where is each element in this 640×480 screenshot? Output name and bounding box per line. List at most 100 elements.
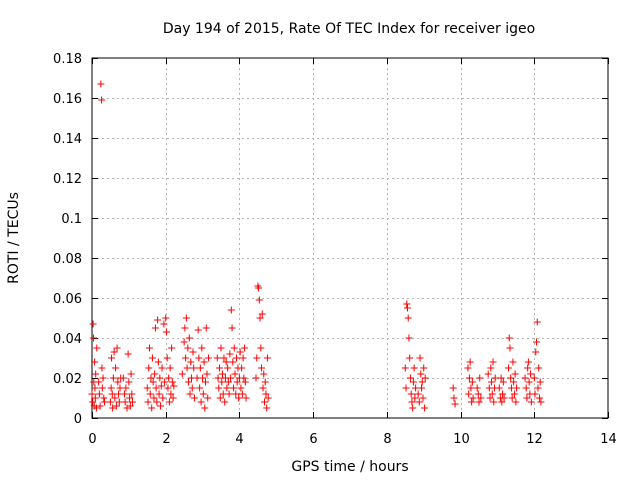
data-point bbox=[491, 374, 499, 382]
data-point bbox=[419, 394, 427, 402]
data-point bbox=[235, 394, 243, 402]
data-point bbox=[163, 354, 171, 362]
data-point bbox=[421, 374, 429, 382]
data-point bbox=[162, 314, 170, 322]
data-point bbox=[148, 404, 156, 412]
data-point bbox=[160, 320, 168, 328]
data-point bbox=[537, 398, 545, 406]
data-point bbox=[416, 354, 424, 362]
data-point bbox=[196, 384, 204, 392]
data-point bbox=[499, 390, 507, 398]
data-point bbox=[489, 358, 497, 366]
data-point bbox=[239, 354, 247, 362]
data-point bbox=[507, 374, 515, 382]
data-point bbox=[180, 338, 188, 346]
data-point bbox=[165, 398, 173, 406]
data-point bbox=[408, 398, 416, 406]
data-point bbox=[109, 374, 117, 382]
data-point bbox=[189, 348, 197, 356]
data-point bbox=[464, 364, 472, 372]
data-point bbox=[164, 384, 172, 392]
data-point bbox=[236, 348, 244, 356]
x-tick-label: 0 bbox=[88, 432, 96, 447]
data-point bbox=[401, 364, 409, 372]
y-tick-label: 0.18 bbox=[53, 52, 82, 67]
data-point bbox=[411, 394, 419, 402]
data-point bbox=[114, 378, 122, 386]
data-point bbox=[258, 310, 266, 318]
data-point bbox=[403, 300, 411, 308]
data-point bbox=[169, 394, 177, 402]
data-point bbox=[148, 354, 156, 362]
data-point bbox=[159, 394, 167, 402]
data-point bbox=[237, 384, 245, 392]
data-point bbox=[216, 364, 224, 372]
data-point bbox=[229, 358, 237, 366]
data-point bbox=[473, 384, 481, 392]
data-point bbox=[534, 384, 542, 392]
data-point bbox=[417, 370, 425, 378]
data-point bbox=[161, 378, 169, 386]
data-point bbox=[167, 390, 175, 398]
data-point bbox=[195, 354, 203, 362]
data-point bbox=[125, 378, 133, 386]
data-point bbox=[410, 364, 418, 372]
data-point bbox=[154, 358, 162, 366]
chart-title: Day 194 of 2015, Rate Of TEC Index for r… bbox=[163, 21, 535, 37]
y-tick-label: 0.14 bbox=[53, 132, 82, 147]
data-point bbox=[153, 398, 161, 406]
data-point bbox=[232, 354, 240, 362]
data-point bbox=[204, 354, 212, 362]
data-point bbox=[414, 390, 422, 398]
data-point bbox=[202, 324, 210, 332]
data-point bbox=[213, 354, 221, 362]
y-axis-tick-labels: 0 0.02 0.04 0.06 0.08 0.1 0.12 0.14 0.16 0.18 bbox=[53, 52, 82, 427]
data-point bbox=[91, 394, 99, 402]
data-point bbox=[158, 364, 166, 372]
data-point bbox=[255, 296, 263, 304]
data-point bbox=[112, 364, 120, 372]
data-point bbox=[406, 354, 414, 362]
data-point bbox=[194, 326, 202, 334]
data-point bbox=[100, 394, 108, 402]
y-tick-label: 0.12 bbox=[53, 172, 82, 187]
data-point bbox=[524, 358, 532, 366]
data-point bbox=[484, 370, 492, 378]
data-point bbox=[508, 394, 516, 402]
data-point bbox=[217, 344, 225, 352]
data-point bbox=[157, 402, 165, 410]
data-point bbox=[190, 364, 198, 372]
data-point bbox=[241, 344, 249, 352]
data-point bbox=[263, 404, 271, 412]
data-point bbox=[101, 398, 109, 406]
data-point bbox=[199, 374, 207, 382]
data-point bbox=[115, 390, 123, 398]
x-axis-tick-labels: 0 2 4 6 8 10 12 14 bbox=[88, 432, 616, 447]
data-point bbox=[222, 358, 230, 366]
data-point bbox=[95, 390, 103, 398]
data-point bbox=[476, 374, 484, 382]
data-point bbox=[89, 320, 97, 328]
data-point bbox=[98, 384, 106, 392]
data-point bbox=[150, 394, 158, 402]
data-point bbox=[253, 354, 261, 362]
data-point bbox=[91, 358, 99, 366]
data-point bbox=[449, 384, 457, 392]
data-point bbox=[151, 324, 159, 332]
data-point bbox=[260, 398, 268, 406]
data-point bbox=[407, 390, 415, 398]
data-point bbox=[184, 344, 192, 352]
data-point bbox=[500, 394, 508, 402]
data-point bbox=[168, 378, 176, 386]
data-point bbox=[147, 374, 155, 382]
data-point bbox=[224, 378, 232, 386]
data-point bbox=[474, 390, 482, 398]
data-point bbox=[182, 314, 190, 322]
data-point bbox=[524, 364, 532, 372]
data-point bbox=[258, 364, 266, 372]
data-point bbox=[527, 398, 535, 406]
x-tick-label: 8 bbox=[383, 432, 391, 447]
data-point bbox=[126, 402, 134, 410]
data-point bbox=[536, 378, 544, 386]
data-point bbox=[230, 344, 238, 352]
